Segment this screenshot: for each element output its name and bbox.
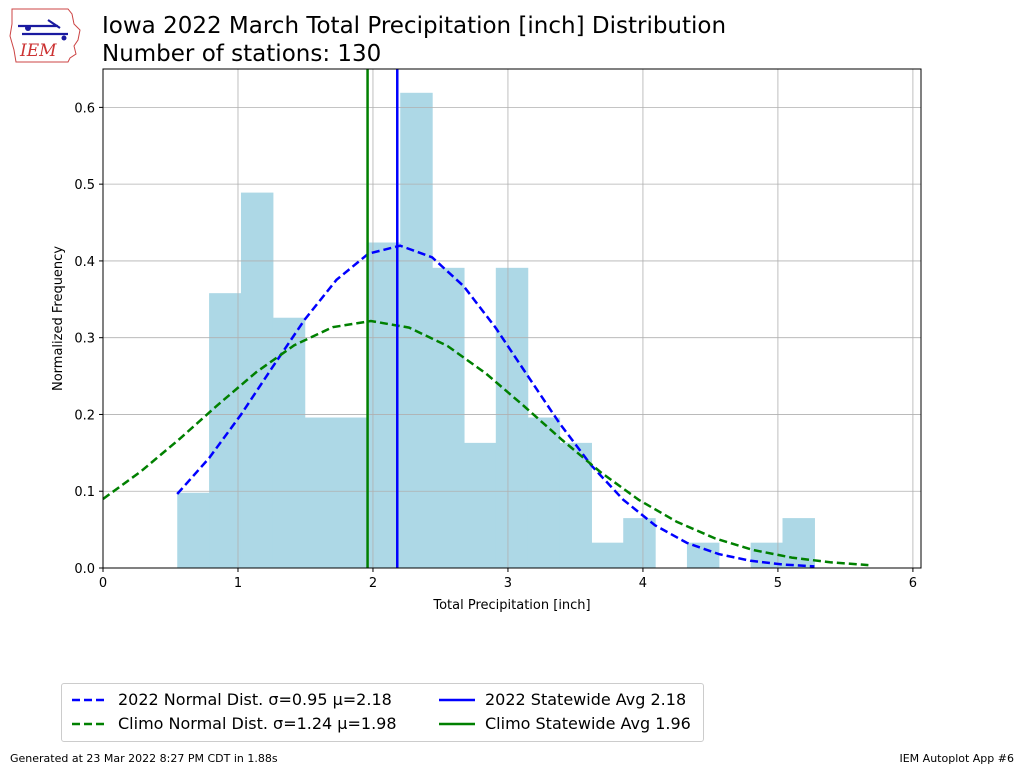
chart-subtitle: Number of stations: 130 (102, 41, 382, 67)
logo-text: IEM (19, 41, 57, 61)
footer-app-text: IEM Autoplot App #6 (899, 752, 1014, 765)
x-tick-label: 3 (504, 576, 512, 591)
histogram-bar (686, 542, 720, 568)
histogram-bar (623, 518, 656, 568)
histogram-bar (527, 417, 561, 568)
x-axis-label: Total Precipitation [inch] (432, 598, 590, 613)
legend-item-climo-normal: Climo Normal Dist. σ=1.24 μ=1.98 (72, 714, 397, 733)
y-tick-label: 0.6 (74, 101, 95, 116)
solid-green-line-icon (439, 722, 475, 725)
chart-title: Iowa 2022 March Total Precipitation [inc… (102, 13, 727, 39)
histogram-bar (591, 542, 624, 568)
footer-generated-text: Generated at 23 Mar 2022 8:27 PM CDT in … (10, 752, 278, 765)
y-tick-label: 0.2 (74, 408, 95, 423)
legend-label: Climo Normal Dist. σ=1.24 μ=1.98 (118, 714, 397, 733)
legend-item-2022-normal: 2022 Normal Dist. σ=0.95 μ=2.18 (72, 690, 392, 709)
histogram-bar (782, 518, 815, 568)
x-tick-label: 2 (369, 576, 377, 591)
x-tick-label: 6 (909, 576, 917, 591)
legend-item-climo-avg: Climo Statewide Avg 1.96 (439, 714, 691, 733)
iowa-outline-icon (9, 8, 81, 63)
histogram-bar (368, 242, 401, 568)
histogram-bar (336, 417, 369, 568)
legend-label: 2022 Statewide Avg 2.18 (485, 690, 687, 709)
solid-blue-line-icon (439, 698, 475, 701)
x-tick-label: 1 (234, 576, 242, 591)
plot-frame (102, 68, 922, 569)
chart-legend: 2022 Normal Dist. σ=0.95 μ=2.18 Climo No… (61, 683, 704, 742)
dashed-blue-line-icon (72, 698, 108, 701)
x-tick-label: 5 (774, 576, 782, 591)
histogram-bar (209, 293, 242, 568)
histogram-bar (463, 442, 497, 568)
histogram-bar (304, 417, 338, 568)
normal-dist-2022-line (176, 244, 815, 568)
histogram-bar (495, 267, 529, 568)
legend-label: Climo Statewide Avg 1.96 (485, 714, 691, 733)
histogram-bar (432, 267, 465, 568)
y-tick-label: 0.5 (74, 178, 95, 193)
histogram-bar (272, 317, 306, 568)
histogram-bar (177, 492, 210, 568)
legend-label: 2022 Normal Dist. σ=0.95 μ=2.18 (118, 690, 392, 709)
y-tick-label: 0.1 (74, 485, 95, 500)
iem-logo: IEM (9, 8, 81, 63)
x-tick-label: 4 (639, 576, 647, 591)
histogram-bar (559, 442, 592, 568)
y-axis-label: Normalized Frequency (51, 246, 66, 391)
dashed-green-line-icon (72, 722, 108, 725)
precipitation-histogram-chart: 0 1 2 3 4 5 6 0.0 0.1 0.2 0.3 0.4 0.5 0.6 Total Precip… (51, 68, 922, 613)
y-tick-label: 0.4 (74, 255, 95, 270)
x-tick-label: 0 (99, 576, 107, 591)
y-tick-label: 0.3 (74, 332, 95, 347)
y-tick-label: 0.0 (74, 562, 95, 577)
legend-item-2022-avg: 2022 Statewide Avg 2.18 (439, 690, 686, 709)
